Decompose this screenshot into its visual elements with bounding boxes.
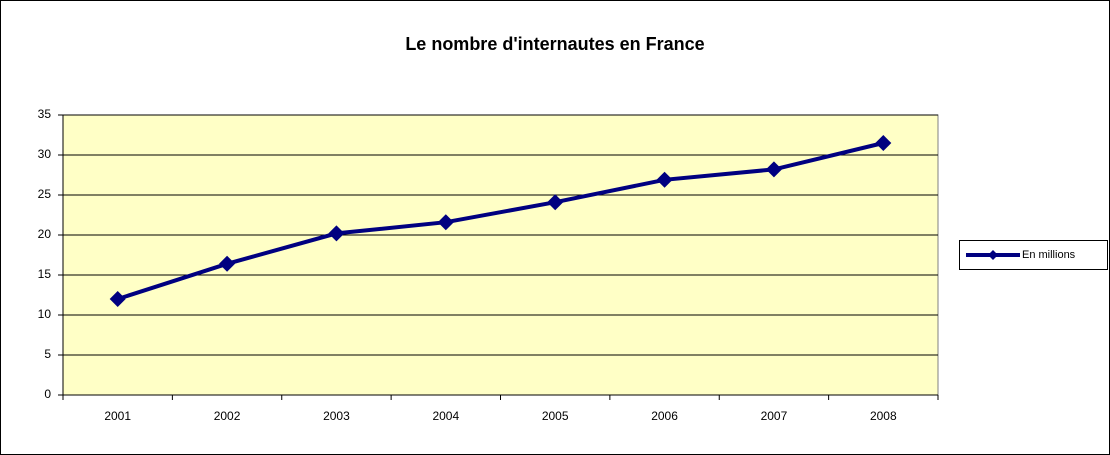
y-tick-label: 10 bbox=[38, 307, 52, 321]
y-tick-label: 15 bbox=[38, 267, 52, 281]
x-tick-label: 2003 bbox=[323, 409, 350, 423]
plot-area bbox=[62, 114, 939, 396]
x-tick-label: 2002 bbox=[214, 409, 241, 423]
y-tick-label: 30 bbox=[38, 147, 52, 161]
marker bbox=[437, 214, 454, 231]
y-tick-label: 5 bbox=[44, 347, 51, 361]
y-tick-label: 20 bbox=[38, 227, 52, 241]
x-tick-label: 2008 bbox=[870, 409, 897, 423]
y-tick-label: 0 bbox=[44, 387, 51, 401]
marker bbox=[875, 135, 892, 151]
legend-label: En millions bbox=[1022, 249, 1076, 261]
y-tick-label: 25 bbox=[38, 187, 52, 201]
x-tick-label: 2007 bbox=[761, 409, 788, 423]
marker bbox=[765, 161, 782, 178]
y-tick-label: 35 bbox=[38, 107, 52, 121]
chart-title: Le nombre d'internautes en France bbox=[405, 34, 704, 54]
legend-marker bbox=[988, 250, 998, 260]
marker bbox=[328, 225, 345, 242]
line bbox=[117, 141, 884, 301]
marker bbox=[109, 291, 126, 307]
x-tick-label: 2006 bbox=[651, 409, 678, 423]
marker bbox=[656, 171, 673, 188]
x-tick-label: 2001 bbox=[104, 409, 131, 423]
x-tick-label: 2004 bbox=[432, 409, 459, 423]
x-tick-label: 2005 bbox=[542, 409, 569, 423]
marker bbox=[547, 194, 564, 211]
marker bbox=[219, 255, 236, 272]
